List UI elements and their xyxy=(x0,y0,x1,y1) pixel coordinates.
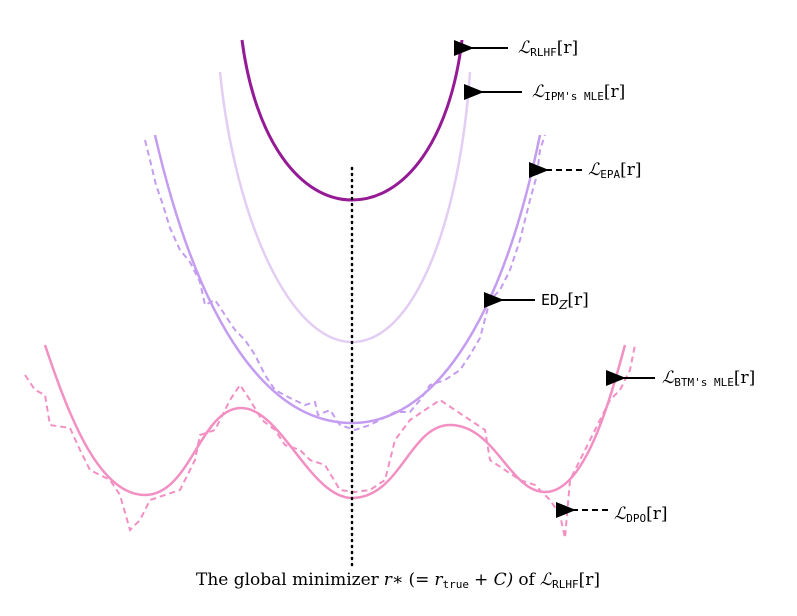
caption-part: r xyxy=(434,570,443,590)
caption-part: + C) xyxy=(474,570,513,590)
caption-part: true xyxy=(443,578,470,591)
label-symbol: ED xyxy=(541,291,559,309)
curve-label: ℒBTM's MLE[r] xyxy=(662,368,755,390)
label-subscript: DPO xyxy=(626,512,646,525)
label-argument: [r] xyxy=(604,82,625,102)
label-subscript: IPM's MLE xyxy=(544,90,604,103)
label-argument: [r] xyxy=(567,290,588,310)
label-argument: [r] xyxy=(620,160,641,180)
label-subscript: Z xyxy=(558,298,568,312)
label-symbol: ℒ xyxy=(588,160,601,180)
dpo-curve xyxy=(24,344,636,539)
caption-part: of xyxy=(518,570,536,590)
btm-curve xyxy=(43,344,627,500)
caption-part: r∗ xyxy=(384,570,404,590)
curve-label: ℒEPA[r] xyxy=(588,160,642,182)
caption-part: (= xyxy=(408,570,429,590)
label-symbol: ℒ xyxy=(532,82,545,102)
curve-label: EDZ[r] xyxy=(541,290,589,312)
label-symbol: ℒ xyxy=(662,368,675,388)
ed-curve xyxy=(153,134,542,425)
label-subscript: RLHF xyxy=(530,46,557,59)
label-symbol: ℒ xyxy=(518,38,531,58)
curve-label: ℒRLHF[r] xyxy=(518,38,578,60)
ipm-curve xyxy=(218,71,472,344)
epa-curve xyxy=(144,134,546,432)
caption-part: RLHF xyxy=(552,578,579,591)
label-argument: [r] xyxy=(557,38,578,58)
label-argument: [r] xyxy=(734,368,755,388)
label-argument: [r] xyxy=(646,504,667,524)
label-subscript: EPA xyxy=(600,168,620,181)
curve-label: ℒDPO[r] xyxy=(614,504,668,526)
caption-part: [r] xyxy=(579,570,600,590)
caption-part: The global minimizer xyxy=(196,570,380,590)
caption-part: ℒ xyxy=(540,570,553,590)
label-symbol: ℒ xyxy=(614,504,627,524)
caption: The global minimizer r∗ (= rtrue + C) of ℒRLHF… xyxy=(196,570,600,592)
label-subscript: BTM's MLE xyxy=(674,376,734,389)
labels: ℒRLHF[r]ℒIPM's MLE[r]ℒEPA[r]EDZ[r]ℒBTM's… xyxy=(518,38,755,526)
curve-label: ℒIPM's MLE[r] xyxy=(532,82,625,104)
